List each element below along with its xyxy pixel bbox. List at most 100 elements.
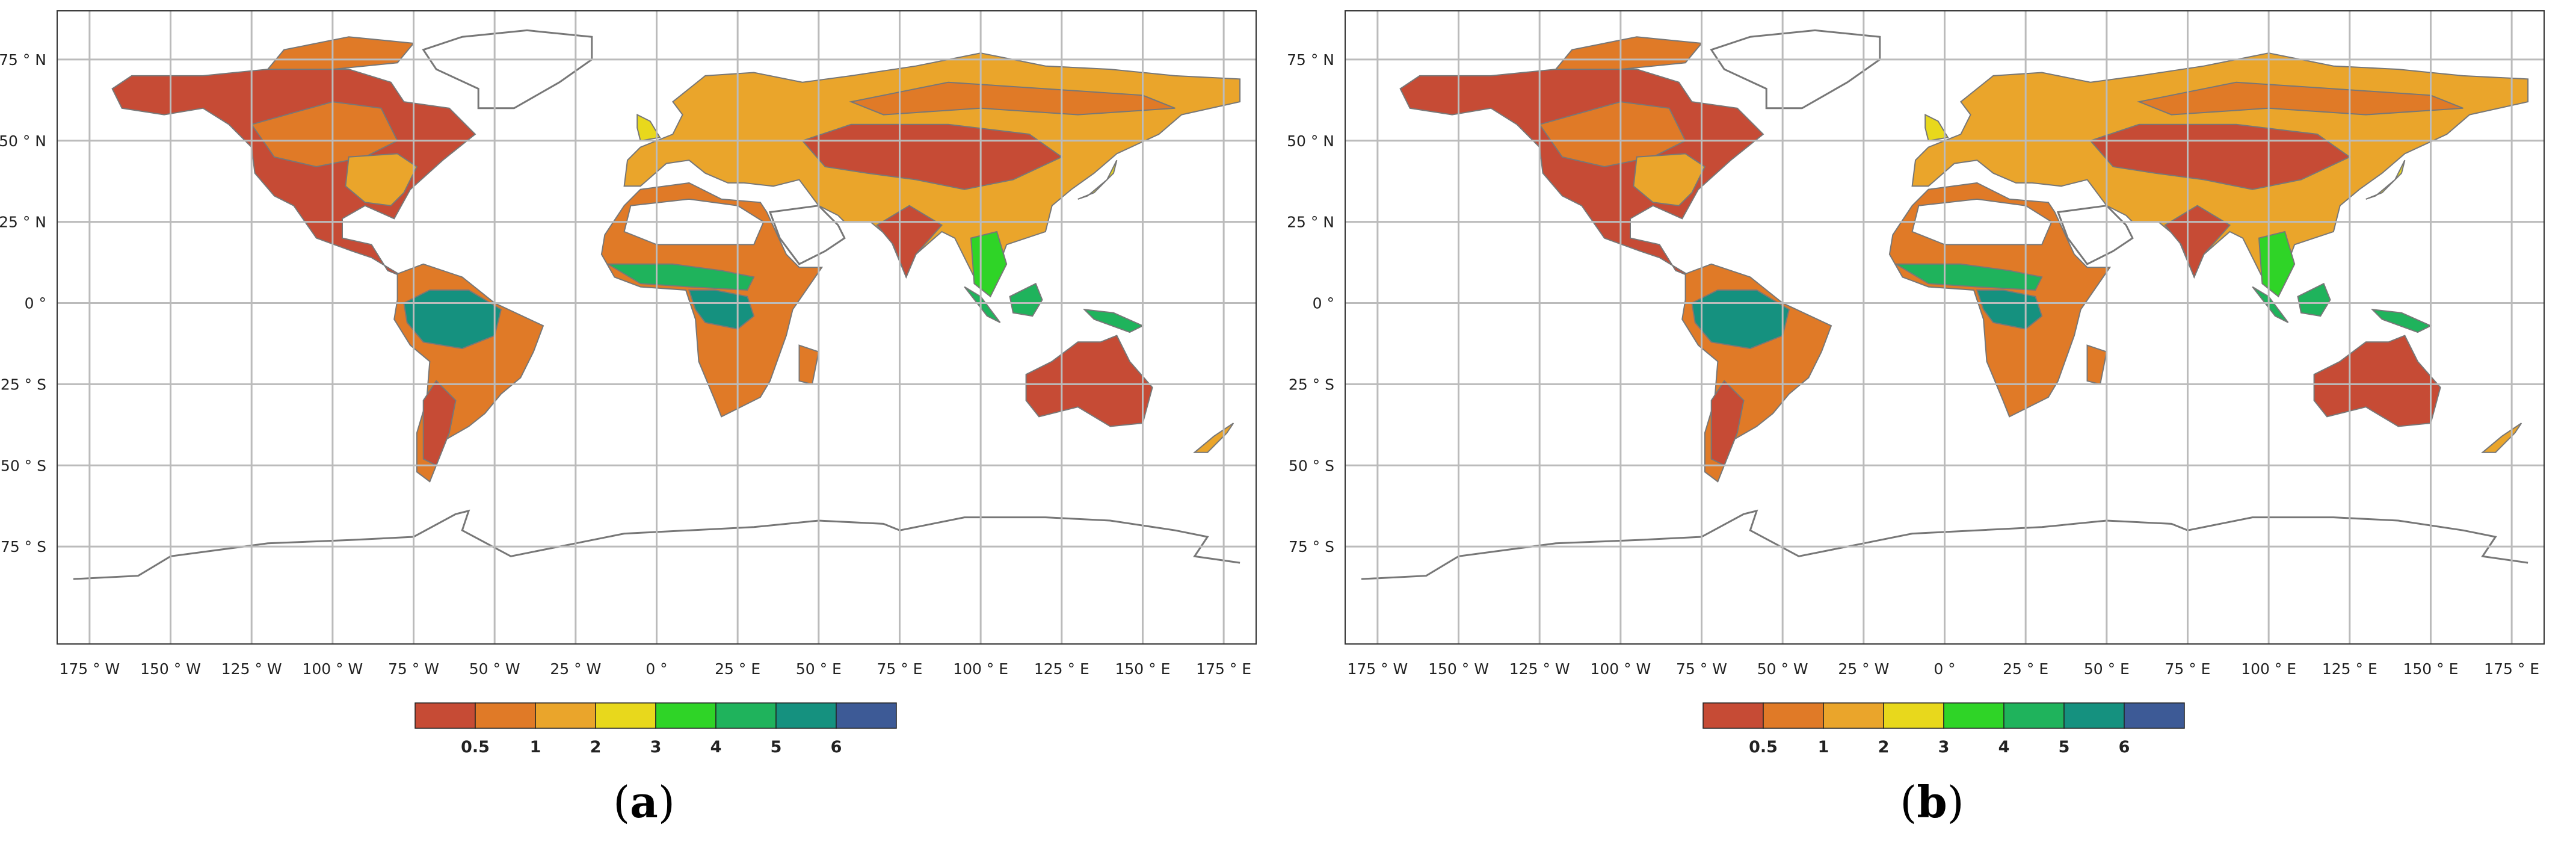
panel-caption-b: (b) [1900, 776, 1964, 828]
lon-label: 125 ° W [1509, 660, 1570, 678]
colorbar-swatch [475, 702, 536, 729]
land-india [2164, 205, 2231, 279]
colorbar-swatch [655, 702, 716, 729]
land-india [876, 205, 943, 279]
lon-label: 25 ° E [715, 660, 760, 678]
map-area-a: 75 ° N 50 ° N 25 ° N 0 ° 25 ° S 50 ° S 75 ° S 1… [0, 10, 1257, 757]
land-eastern-us [345, 153, 418, 206]
colorbar-label: 4 [1998, 738, 2010, 757]
lat-label: 50 ° S [1, 457, 46, 474]
colorbar-label: 1 [530, 738, 541, 757]
lon-label: 0 ° [1934, 660, 1955, 678]
panel-caption-a: (a) [613, 776, 675, 828]
colorbar-swatch [715, 702, 777, 729]
colorbar-swatch [1943, 702, 2004, 729]
colorbar-label: 3 [650, 738, 662, 757]
colorbar-swatch [1702, 702, 1764, 729]
lat-label: 25 ° S [1289, 376, 1334, 393]
lat-label: 75 ° N [1288, 51, 1334, 69]
colorbar-swatch [414, 702, 476, 729]
colorbar-label: 2 [1878, 738, 1890, 757]
lat-label: 0 ° [1313, 295, 1334, 312]
lon-label: 50 ° W [1757, 660, 1808, 678]
colorbar-label: 2 [590, 738, 602, 757]
lon-label: 150 ° W [140, 660, 201, 678]
lon-label: 75 ° E [2165, 660, 2210, 678]
map-figure-a: 75 ° N 50 ° N 25 ° N 0 ° 25 ° S 50 ° S 75 ° S 1… [0, 10, 1257, 757]
land-north-america-interior [250, 101, 398, 168]
map-area-b: 75 ° N 50 ° N 25 ° N 0 ° 25 ° S 50 ° S 75 ° S 1… [1288, 10, 2545, 757]
lat-label: 50 ° S [1289, 457, 1334, 474]
lon-label: 125 ° W [221, 660, 282, 678]
lon-label: 25 ° E [2003, 660, 2048, 678]
lon-label: 175 ° E [1196, 660, 1251, 678]
map-frame [1345, 10, 2545, 645]
colorbar-swatch [2124, 702, 2185, 729]
lon-label: 75 ° W [388, 660, 439, 678]
lon-label: 50 ° W [469, 660, 520, 678]
colorbar-label: 0.5 [461, 738, 490, 757]
lon-label: 25 ° W [1838, 660, 1889, 678]
land-new-guinea [1082, 308, 1144, 333]
lon-label: 50 ° E [2084, 660, 2130, 678]
land-borneo [1009, 282, 1043, 317]
land-sahel-green [606, 263, 755, 291]
colorbar-label: 6 [831, 738, 842, 757]
lat-label: 0 ° [25, 295, 46, 312]
land-sumatra [2252, 286, 2289, 323]
lon-label: 100 ° W [302, 660, 363, 678]
land-arabia [2056, 205, 2134, 265]
colorbar-label: 0.5 [1749, 738, 1778, 757]
lon-label: 125 ° E [2322, 660, 2377, 678]
lat-label: 75 ° S [1, 538, 46, 555]
lon-label: 25 ° W [550, 660, 601, 678]
lon-label: 100 ° E [953, 660, 1008, 678]
land-greenland [1710, 29, 1881, 110]
colorbar-swatch [535, 702, 596, 729]
map-frame [57, 10, 1257, 645]
lat-label: 50 ° N [1288, 132, 1334, 150]
map-panel-a: 75 ° N 50 ° N 25 ° N 0 ° 25 ° S 50 ° S 75 ° S 1… [0, 10, 1257, 828]
lon-label: 75 ° W [1676, 660, 1727, 678]
lon-label: 175 ° W [1347, 660, 1408, 678]
land-new-guinea [2370, 308, 2432, 333]
lon-label: 150 ° E [2403, 660, 2459, 678]
colorbar-label: 5 [2059, 738, 2070, 757]
land-eastern-us [1633, 153, 1706, 206]
lat-label: 25 ° S [1, 376, 46, 393]
lat-label: 75 ° S [1289, 538, 1334, 555]
lon-label: 175 ° W [59, 660, 120, 678]
map-figure-b: 75 ° N 50 ° N 25 ° N 0 ° 25 ° S 50 ° S 75 ° S 1… [1288, 10, 2545, 757]
colorbar-swatch [1763, 702, 1824, 729]
lon-label: 50 ° E [796, 660, 842, 678]
colorbar-label: 4 [710, 738, 722, 757]
colorbar-swatch [1883, 702, 1944, 729]
land-japan [2365, 159, 2406, 200]
lon-label: 100 ° E [2241, 660, 2296, 678]
lon-label: 0 ° [646, 660, 667, 678]
lat-label: 25 ° N [1288, 214, 1334, 231]
land-sumatra [964, 286, 1001, 323]
lon-label: 100 ° W [1590, 660, 1651, 678]
lat-label: 75 ° N [0, 51, 46, 69]
colorbar-swatch [836, 702, 897, 729]
colorbar-swatch [595, 702, 656, 729]
colorbar-swatch [775, 702, 837, 729]
land-arabia [768, 205, 846, 265]
lon-label: 150 ° W [1428, 660, 1489, 678]
land-australia [2313, 335, 2441, 427]
lon-label: 75 ° E [877, 660, 922, 678]
land-sahel-green [1894, 263, 2043, 291]
land-borneo [2297, 282, 2331, 317]
lon-label: 175 ° E [2484, 660, 2539, 678]
lat-label: 25 ° N [0, 214, 46, 231]
colorbar-label: 5 [771, 738, 782, 757]
colorbar-label: 3 [1938, 738, 1950, 757]
map-panel-b: 75 ° N 50 ° N 25 ° N 0 ° 25 ° S 50 ° S 75 ° S 1… [1288, 0, 2576, 851]
lon-label: 125 ° E [1034, 660, 1089, 678]
lon-label: 150 ° E [1115, 660, 1171, 678]
colorbar-label: 1 [1818, 738, 1829, 757]
land-north-america-interior [1538, 101, 1686, 168]
land-japan [1077, 159, 1118, 200]
colorbar-swatch [2003, 702, 2065, 729]
